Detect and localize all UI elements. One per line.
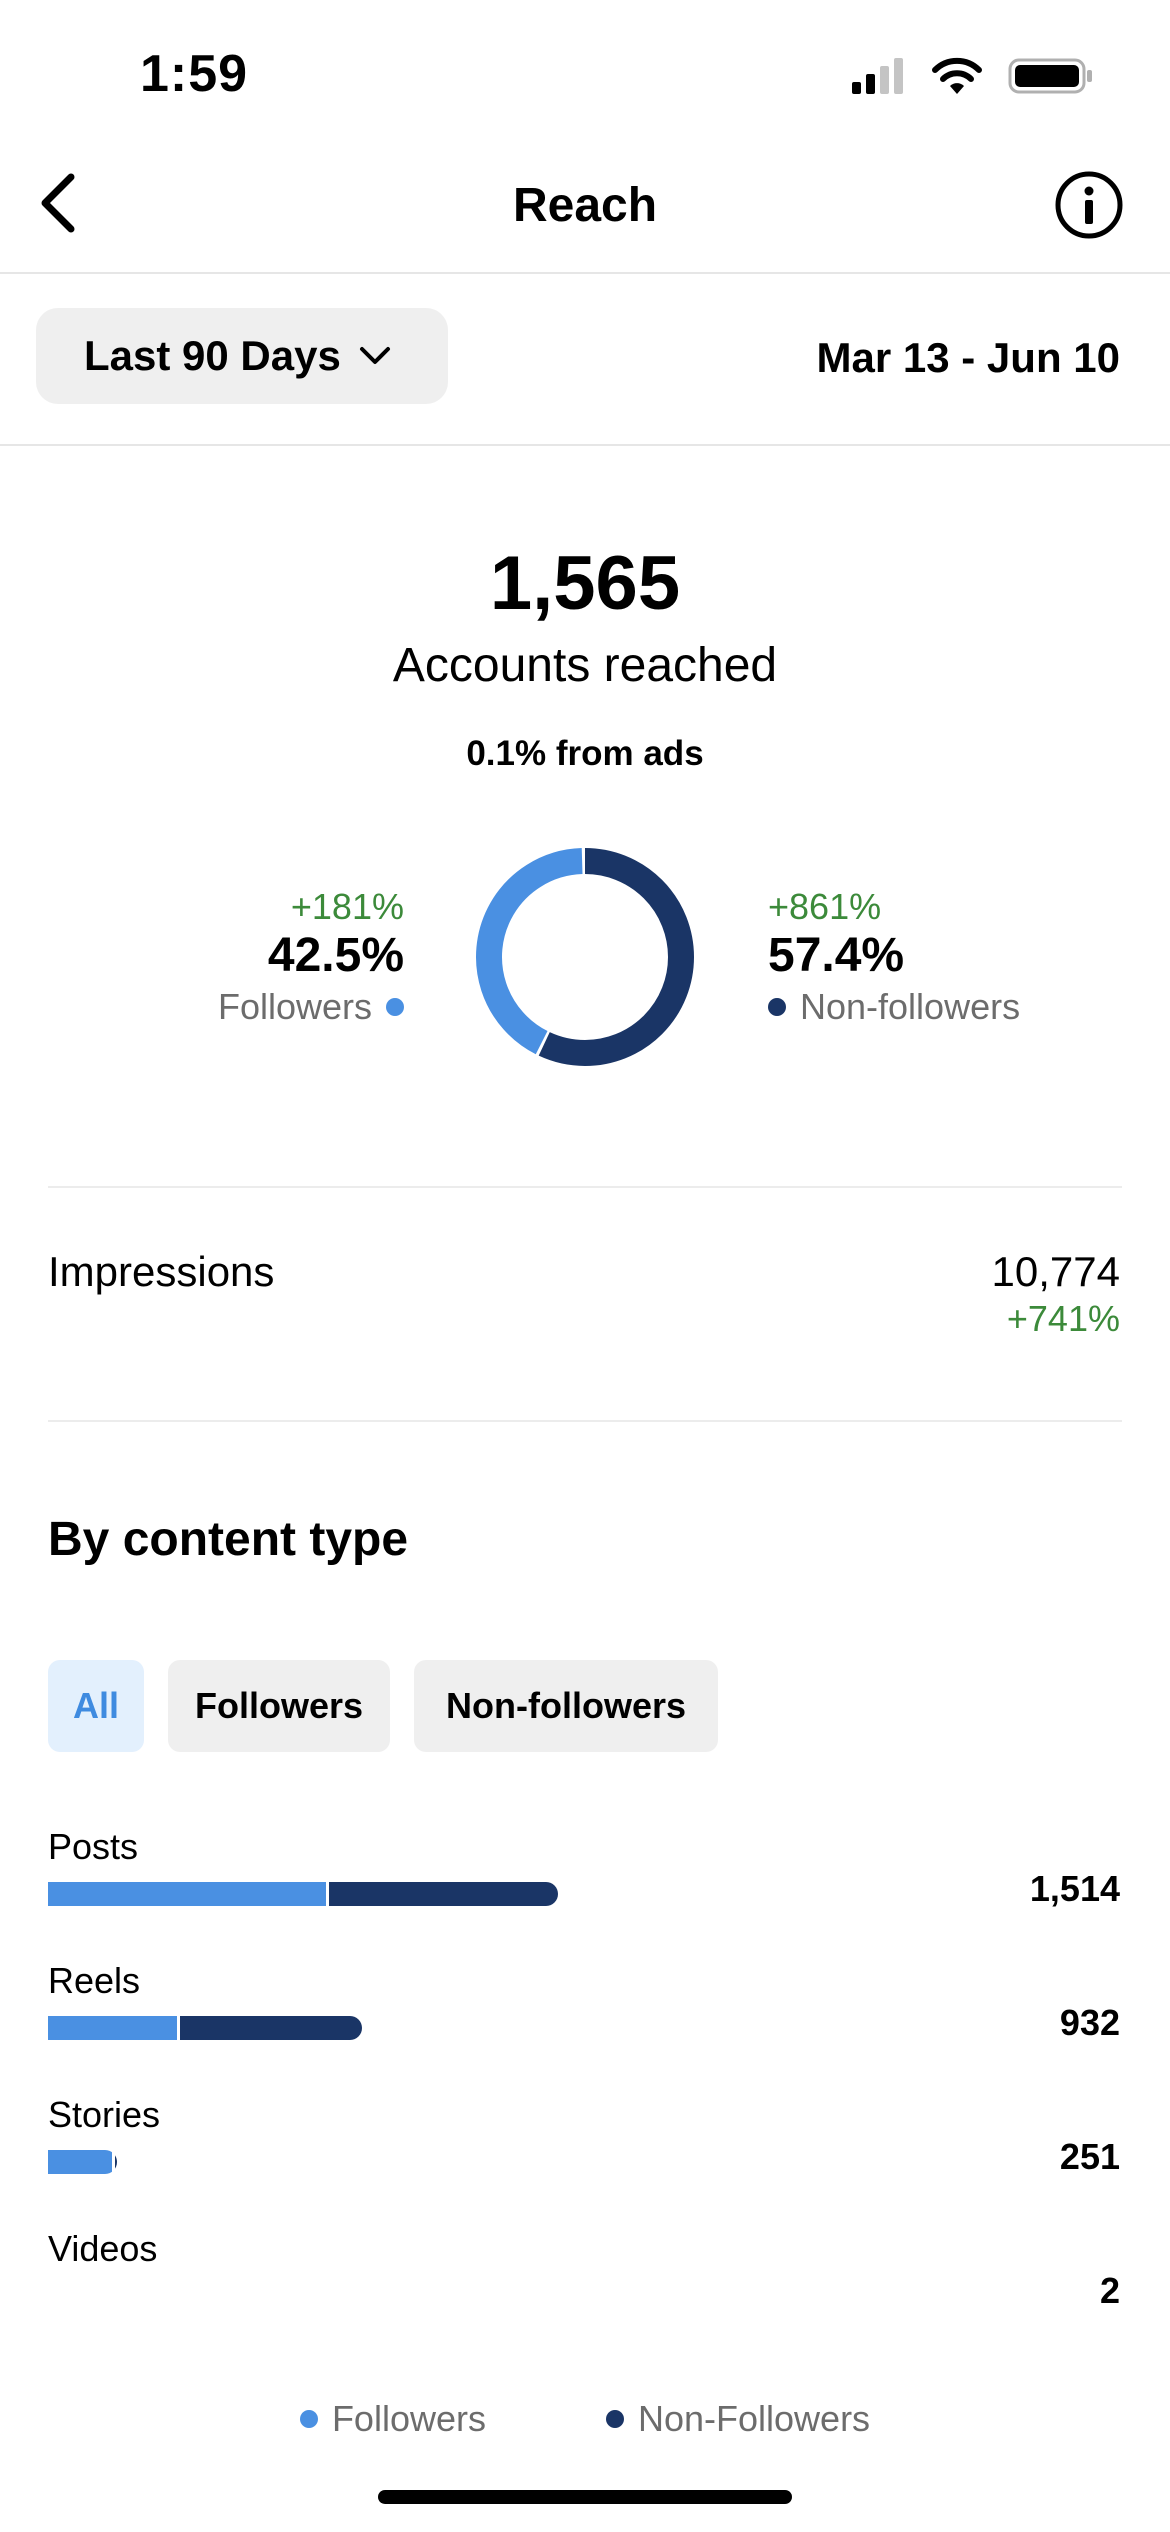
accounts-reached-count: 1,565 xyxy=(489,541,681,626)
non-followers-dot xyxy=(768,998,786,1016)
info-button[interactable] xyxy=(1054,170,1124,240)
bar-segment-gap xyxy=(112,2150,116,2174)
chip-non-followers[interactable]: Non-followers xyxy=(414,1660,718,1752)
row-value-reels: 932 xyxy=(1059,2002,1120,2043)
bar-posts xyxy=(48,1882,558,1906)
bar-segment-followers xyxy=(48,2150,113,2174)
status-time: 1:59 xyxy=(140,45,249,103)
impressions-change: +741% xyxy=(1006,1298,1120,1339)
home-indicator xyxy=(378,2490,792,2504)
bar-segment-gap xyxy=(177,2016,181,2040)
followers-legend: Followers xyxy=(218,986,404,1028)
wifi-icon xyxy=(932,57,982,94)
date-range-label: Last 90 Days xyxy=(84,332,341,379)
legend-dot-non-followers xyxy=(605,2410,624,2428)
non-followers-change: +861% xyxy=(768,886,882,927)
bar-stories xyxy=(48,2150,117,2174)
legend-label-followers: Followers xyxy=(331,2398,486,2439)
battery-icon xyxy=(1008,58,1092,94)
bar-segment-followers xyxy=(48,1882,326,1906)
legend-item-non-followers: Non-Followers xyxy=(605,2398,871,2440)
followers-change: +181% xyxy=(290,886,404,927)
header-divider xyxy=(0,272,1170,274)
donut-segment-followers xyxy=(476,848,694,1066)
impressions-value: 10,774 xyxy=(991,1248,1120,1295)
followers-label: Followers xyxy=(217,986,372,1027)
bar-reels xyxy=(48,2016,362,2040)
accounts-reached-label: Accounts reached xyxy=(392,639,778,692)
row-label-posts: Posts xyxy=(48,1826,139,1867)
non-followers-legend: Non-followers xyxy=(768,986,1020,1028)
row-label-reels: Reels xyxy=(48,1960,141,2001)
ads-percentage: 0.1% from ads xyxy=(466,734,704,773)
bar-segment-gap xyxy=(325,1882,329,1906)
summary-divider xyxy=(48,1186,1122,1188)
bar-segment-non-followers xyxy=(180,2016,362,2040)
bar-segment-followers xyxy=(48,2016,178,2040)
row-value-stories: 251 xyxy=(1059,2136,1120,2177)
chevron-down-icon xyxy=(359,347,390,364)
date-range-dropdown[interactable]: Last 90 Days xyxy=(36,308,448,404)
row-label-stories: Stories xyxy=(48,2094,161,2135)
bar-segment-non-followers xyxy=(115,2150,117,2174)
followers-dot xyxy=(386,998,404,1016)
legend-item-followers: Followers xyxy=(299,2398,486,2440)
info-icon xyxy=(1055,171,1123,239)
content-type-legend: Followers Non-Followers xyxy=(0,2398,1170,2440)
chip-all[interactable]: All xyxy=(48,1660,144,1752)
date-range-dates: Mar 13 - Jun 10 xyxy=(816,334,1120,381)
row-value-posts: 1,514 xyxy=(1029,1868,1120,1909)
impressions-label: Impressions xyxy=(48,1248,275,1295)
chevron-left-icon xyxy=(41,173,75,233)
donut-segment-non-followers xyxy=(476,848,694,1066)
back-button[interactable] xyxy=(22,168,92,238)
legend-label-non-followers: Non-Followers xyxy=(637,2398,871,2439)
signal-icon xyxy=(852,58,903,94)
row-value-videos: 2 xyxy=(1099,2270,1120,2311)
page-title: Reach xyxy=(512,179,658,232)
non-followers-label: Non-followers xyxy=(800,986,1021,1027)
chip-followers[interactable]: Followers xyxy=(168,1660,390,1752)
legend-dot-followers xyxy=(299,2410,318,2428)
range-divider xyxy=(0,444,1170,446)
status-icons xyxy=(850,52,1094,100)
row-label-videos: Videos xyxy=(48,2228,158,2269)
section-title-content-type: By content type xyxy=(48,1513,409,1566)
non-followers-percent: 57.4% xyxy=(768,929,905,982)
followers-percent: 42.5% xyxy=(267,929,404,982)
bar-segment-non-followers xyxy=(328,1882,558,1906)
impressions-divider xyxy=(48,1420,1122,1422)
reach-donut-chart xyxy=(476,848,694,1066)
